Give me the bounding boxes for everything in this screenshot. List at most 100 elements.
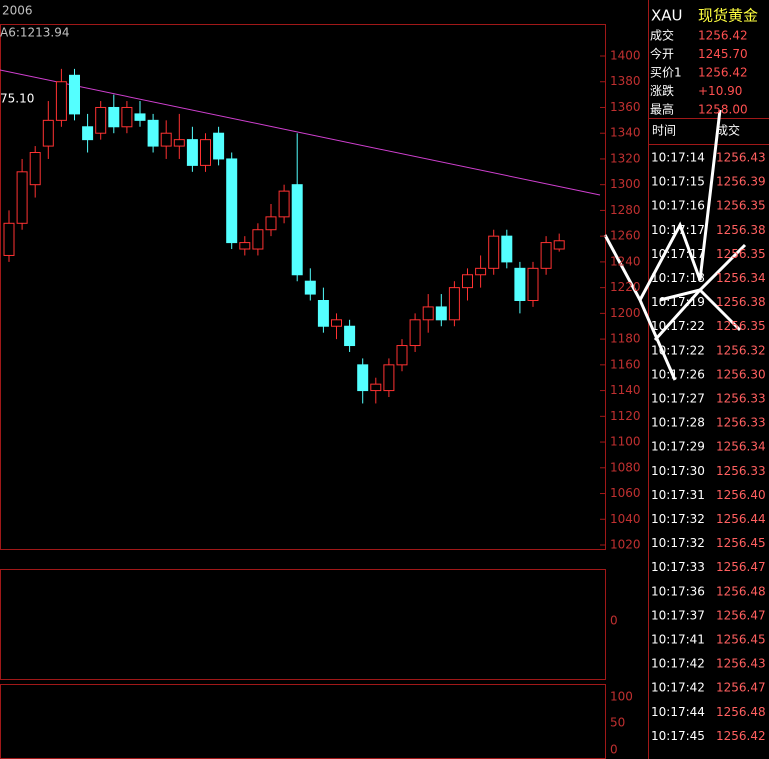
trade-price: 1256.47 xyxy=(716,560,766,574)
y-tick-label: 1200 xyxy=(610,306,641,320)
candle-body xyxy=(396,345,408,366)
y-tick-label: 1100 xyxy=(610,435,641,449)
candle-body xyxy=(95,106,107,134)
quote-value: 1256.42 xyxy=(698,29,748,43)
y-tick-label: 1220 xyxy=(610,280,641,294)
trade-price: 1256.40 xyxy=(716,488,766,502)
candle-body xyxy=(278,190,290,218)
quote-label: 成交 xyxy=(650,28,674,43)
trade-time: 10:17:19 xyxy=(651,295,705,309)
trade-time: 10:17:22 xyxy=(651,343,705,357)
candle-body xyxy=(304,280,316,295)
candle-body xyxy=(527,267,539,301)
candle-body xyxy=(121,106,133,128)
trade-time: 10:17:44 xyxy=(651,705,705,719)
trade-price: 1256.43 xyxy=(716,657,766,671)
trade-price: 1256.38 xyxy=(716,223,766,237)
candle-body xyxy=(344,325,356,347)
candle-body xyxy=(213,132,225,160)
trade-price: 1256.34 xyxy=(716,440,766,454)
y-tick-label: 1400 xyxy=(610,49,641,63)
arrow xyxy=(653,287,742,342)
trades-header: 成交 xyxy=(716,123,740,138)
candle-body xyxy=(173,139,185,147)
candle-body xyxy=(501,235,513,263)
trade-time: 10:17:30 xyxy=(651,464,705,478)
y-tick-label: 1280 xyxy=(610,203,641,217)
candle-body xyxy=(226,158,238,244)
candle-body xyxy=(331,319,342,327)
candle-body xyxy=(16,171,28,224)
symbol: XAU xyxy=(651,7,683,25)
trade-time: 10:17:16 xyxy=(651,199,705,213)
quote-value: +10.90 xyxy=(698,84,742,98)
candle-body xyxy=(475,267,487,276)
trade-time: 10:17:42 xyxy=(651,681,705,695)
trade-time: 10:17:15 xyxy=(651,175,705,189)
trade-price: 1256.48 xyxy=(716,584,766,598)
trade-time: 10:17:36 xyxy=(651,584,705,598)
quote-value: 1245.70 xyxy=(698,47,748,61)
trade-time: 10:17:17 xyxy=(651,247,705,261)
trades-header: 时间 xyxy=(652,124,676,138)
candle-body xyxy=(69,74,80,115)
arrow xyxy=(638,109,722,301)
candle-body xyxy=(186,139,198,166)
trade-price: 1256.34 xyxy=(716,271,766,285)
candle-body xyxy=(265,216,277,231)
candle-body xyxy=(108,106,120,128)
trade-price: 1256.39 xyxy=(716,175,766,189)
candle-body xyxy=(435,306,447,321)
trade-time: 10:17:14 xyxy=(651,151,705,165)
trade-time: 10:17:41 xyxy=(651,633,705,647)
y-tick-label: 1140 xyxy=(610,383,641,397)
high-label: 75.10 xyxy=(0,92,34,106)
candle-body xyxy=(134,113,146,121)
y-tick-label: 1240 xyxy=(610,254,641,268)
quote-label: 最高 xyxy=(650,102,674,117)
kdj-tick: 100 xyxy=(610,690,633,704)
trade-price: 1256.35 xyxy=(716,247,766,261)
candle-body xyxy=(55,81,67,121)
trade-price: 1256.30 xyxy=(716,367,766,381)
y-tick-label: 1380 xyxy=(610,74,641,88)
candle-body xyxy=(514,267,526,301)
candle-body xyxy=(239,242,251,250)
candle-body xyxy=(160,132,172,147)
trade-price: 1256.38 xyxy=(716,295,766,309)
trade-price: 1256.47 xyxy=(716,608,766,622)
trade-time: 10:17:26 xyxy=(651,367,705,381)
trade-time: 10:17:31 xyxy=(651,488,705,502)
quote-value: 1258.00 xyxy=(698,103,748,117)
trade-price: 1256.45 xyxy=(716,633,766,647)
y-tick-label: 1180 xyxy=(610,332,641,346)
trade-time: 10:17:22 xyxy=(651,319,705,333)
y-tick-label: 1080 xyxy=(610,460,641,474)
y-tick-label: 1120 xyxy=(610,409,641,423)
trade-price: 1256.33 xyxy=(716,392,766,406)
trend-line xyxy=(0,69,601,196)
candle-body xyxy=(462,274,473,289)
trade-price: 1256.35 xyxy=(716,319,766,333)
candle-body xyxy=(3,222,15,256)
trade-price: 1256.35 xyxy=(716,199,766,213)
trade-price: 1256.42 xyxy=(716,729,766,743)
candle-body xyxy=(488,235,500,269)
trade-time: 10:17:32 xyxy=(651,512,705,526)
y-tick-label: 1360 xyxy=(610,100,641,114)
candle-body xyxy=(409,319,421,347)
trade-time: 10:17:45 xyxy=(651,729,705,743)
candle-body xyxy=(422,306,434,321)
y-tick-label: 1040 xyxy=(610,512,641,526)
candle-body xyxy=(383,364,395,392)
candle-body xyxy=(82,126,94,141)
trade-time: 10:17:32 xyxy=(651,536,705,550)
trade-price: 1256.44 xyxy=(716,512,766,526)
trade-price: 1256.47 xyxy=(716,681,766,695)
y-tick-label: 1300 xyxy=(610,177,641,191)
trade-time: 10:17:18 xyxy=(651,271,705,285)
quote-label: 买价1 xyxy=(650,66,682,80)
candle-body xyxy=(252,229,264,250)
